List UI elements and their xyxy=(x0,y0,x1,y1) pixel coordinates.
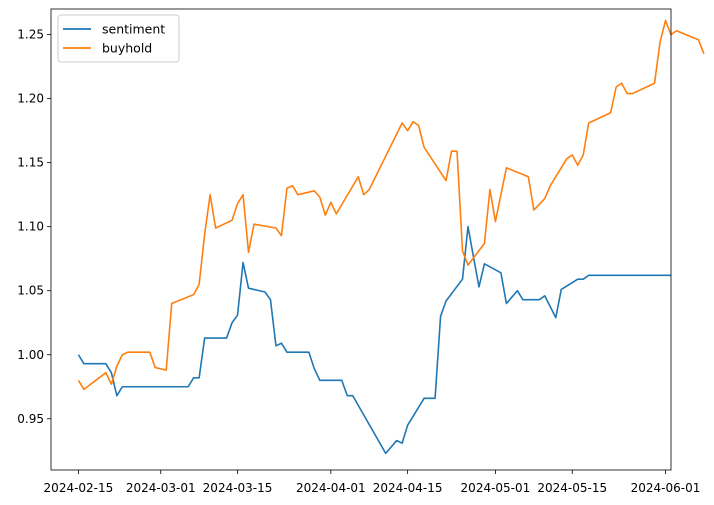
x-tick-label: 2024-05-15 xyxy=(537,481,607,495)
x-tick-label: 2024-04-15 xyxy=(373,481,443,495)
x-tick-label: 2024-05-01 xyxy=(461,481,531,495)
legend: sentiment buyhold xyxy=(57,14,180,63)
series-line-buyhold xyxy=(77,19,705,391)
plot-frame xyxy=(50,8,672,471)
y-tick-label: 1.20 xyxy=(17,92,44,106)
axes-layer: 2024-02-15 2024-03-01 2024-03-15 2024-04-01… xyxy=(17,8,701,495)
x-tick-label: 2024-03-01 xyxy=(126,481,196,495)
y-tick-label: 1.10 xyxy=(17,220,44,234)
y-tick-label: 1.05 xyxy=(17,284,44,298)
y-tick-label: 1.00 xyxy=(17,348,44,362)
series-layer xyxy=(77,19,705,455)
x-tick-label: 2024-06-01 xyxy=(631,481,701,495)
x-tick-label: 2024-03-15 xyxy=(203,481,273,495)
x-tick-label: 2024-02-15 xyxy=(44,481,114,495)
legend-label-sentiment: sentiment xyxy=(102,22,165,37)
legend-box xyxy=(57,14,180,63)
legend-label-buyhold: buyhold xyxy=(102,41,152,56)
x-tick-label: 2024-04-01 xyxy=(296,481,366,495)
y-tick-label: 1.25 xyxy=(17,28,44,42)
y-tick-label: 1.15 xyxy=(17,156,44,170)
series-line-sentiment xyxy=(77,225,671,455)
y-tick-label: 0.95 xyxy=(17,412,44,426)
plot-area xyxy=(51,9,671,470)
